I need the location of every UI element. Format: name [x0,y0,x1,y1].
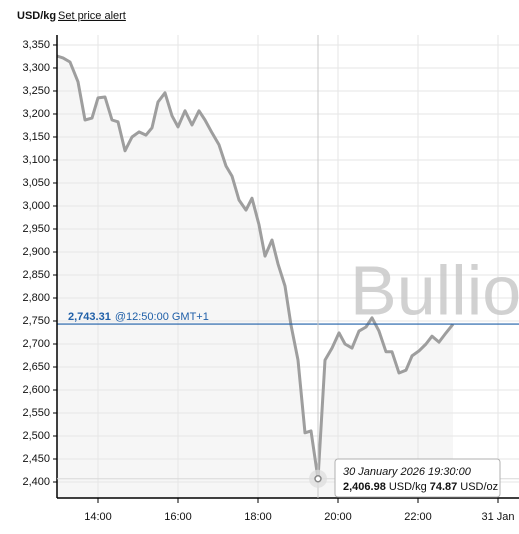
tooltip-price-oz: 74.87 [430,481,458,493]
reference-label: 2,743.31 @12:50:00 GMT+1 [68,311,209,323]
price-line [56,54,455,481]
y-tick-label: 2,450 [22,453,50,465]
y-tick-label: 2,400 [22,476,50,488]
y-tick-label: 2,600 [22,384,50,396]
x-tick-label: 14:00 [84,511,112,523]
y-tick-label: 3,200 [22,108,50,120]
y-tick-label: 3,250 [22,85,50,97]
x-tick-label: 31 Jan [481,511,514,523]
x-tick-label: 22:00 [404,511,432,523]
y-tick-label: 3,300 [22,62,50,74]
y-tick-label: 2,650 [22,361,50,373]
x-tick-label: 18:00 [244,511,272,523]
watermark: Bullio [350,251,519,329]
x-tick-label: 20:00 [324,511,352,523]
x-tick-label: 16:00 [164,511,192,523]
alert-link[interactable]: Set price alert [58,10,126,22]
y-tick-label: 3,000 [22,200,50,212]
y-tick-label: 2,750 [22,315,50,327]
tooltip-values: 2,406.98 USD/kg 74.87 USD/oz [343,481,498,493]
tooltip-unit-kg: USD/kg [389,481,427,493]
y-tick-label: 3,050 [22,177,50,189]
reference-value: 2,743.31 [68,311,111,323]
y-tick-label: 2,850 [22,269,50,281]
y-tick-label: 3,150 [22,131,50,143]
reference-text: @12:50:00 GMT+1 [115,311,209,323]
y-tick-label: 2,900 [22,246,50,258]
tooltip-price-kg: 2,406.98 [343,481,386,493]
hover-point [314,475,322,483]
y-tick-label: 2,700 [22,338,50,350]
y-tick-label: 3,100 [22,154,50,166]
y-tick-label: 2,800 [22,292,50,304]
tooltip-unit-oz: USD/oz [460,481,498,493]
area-fill [57,56,453,498]
unit-label: USD/kg [17,10,56,22]
tooltip-box [334,458,501,498]
tooltip-date: 30 January 2026 19:30:00 [343,466,472,478]
y-tick-label: 3,350 [22,39,50,51]
y-tick-label: 2,950 [22,223,50,235]
y-tick-label: 2,550 [22,407,50,419]
y-tick-label: 2,500 [22,430,50,442]
